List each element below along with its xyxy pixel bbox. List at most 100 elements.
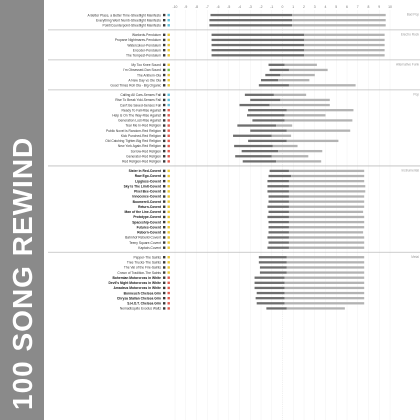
bar-before: [254, 286, 285, 290]
bar-after: [286, 256, 365, 259]
x-tick-label: 9: [378, 5, 380, 9]
genre-square: [167, 119, 170, 122]
genre-square: [167, 73, 170, 77]
song-label: Red Religion-Red Religion: [122, 160, 161, 164]
bar-before: [237, 124, 277, 127]
marker-square: [163, 38, 166, 42]
song-label: S.H.O.T. Chelsea Grin: [127, 302, 161, 306]
song-label: Public Novel is Random-Red Religion: [106, 129, 161, 133]
marker-square: [163, 236, 166, 239]
bar-before: [258, 84, 289, 87]
marker-square: [163, 73, 166, 77]
song-label: Chrysa Stallan Chelsea Grin: [117, 296, 161, 300]
bar-after: [288, 210, 364, 214]
x-tick-label: -1: [270, 5, 273, 9]
genre-square: [167, 266, 170, 269]
genre-square: [167, 144, 170, 148]
genre-square: [167, 200, 170, 203]
genre-square: [167, 114, 170, 117]
bar-before: [268, 174, 292, 178]
bar-before: [268, 226, 289, 229]
bar-before: [268, 210, 289, 214]
bar-before: [254, 276, 285, 279]
song-label: Sister in Red-Covent: [129, 169, 162, 173]
bar-after: [286, 129, 351, 132]
song-label: Kaptain-Covent: [138, 246, 161, 250]
marker-square: [163, 296, 166, 300]
bar-before: [211, 43, 304, 47]
bar-before: [241, 149, 279, 153]
bar-before: [267, 185, 289, 188]
title-band: [0, 0, 44, 420]
marker-square: [163, 33, 166, 37]
genre-square: [167, 38, 170, 42]
bar-after: [286, 307, 345, 310]
genre-square: [167, 276, 170, 279]
x-tick-label: -4: [238, 5, 241, 9]
x-tick-label: -3: [249, 5, 252, 9]
bar-after: [286, 139, 339, 143]
bar-after: [271, 155, 309, 158]
bar-before: [268, 241, 289, 244]
song-label: The Val of the Fire-Saints: [124, 266, 161, 270]
group-label: Alternative Funk: [396, 62, 419, 66]
bar-before: [211, 54, 304, 57]
marker-square: [163, 24, 166, 27]
bar-after: [284, 119, 353, 122]
song-label: Return-Covent: [138, 205, 162, 209]
genre-square: [167, 24, 170, 27]
group-label: Instrumental: [401, 169, 419, 173]
song-label: New York Again-Red Religion: [118, 144, 161, 148]
bar-before: [211, 38, 304, 42]
bar-after: [288, 169, 365, 173]
song-label: Good Times Roll Ola - Big Organic: [110, 84, 161, 88]
bar-after: [288, 236, 365, 239]
bar-before: [269, 68, 289, 72]
genre-square: [167, 205, 170, 208]
genre-square: [167, 179, 170, 183]
genre-square: [167, 129, 170, 132]
x-tick-label: -10: [173, 5, 178, 9]
genre-square: [167, 190, 170, 193]
bar-before: [267, 246, 289, 249]
song-label: Generator-Red Religion: [126, 154, 161, 158]
marker-square: [163, 302, 166, 305]
x-axis-ticks: -10 -9 -8 -7 -6 -5 -4 -3 -2 -1 0 1 2 3 4 5 6 7 8 9 10: [173, 5, 392, 420]
bar-after: [288, 220, 365, 224]
bar-after: [271, 134, 292, 137]
bar-after: [284, 297, 365, 300]
group-label: Electro Rock: [401, 32, 419, 36]
bar-after: [288, 215, 365, 219]
genre-square: [167, 155, 170, 158]
bar-before: [209, 19, 293, 22]
bar-after: [284, 302, 365, 305]
marker-square: [163, 276, 166, 279]
x-tick-label: -6: [216, 5, 219, 9]
bar-after: [288, 205, 365, 208]
marker-square: [163, 68, 166, 72]
genre-square: [167, 103, 170, 107]
bar-before: [256, 302, 285, 305]
song-label: Kick Punched-Red Religion: [121, 134, 161, 138]
marker-square: [163, 200, 166, 203]
bar-after: [286, 266, 365, 269]
genre-square: [167, 185, 170, 188]
genre-square: [167, 18, 170, 22]
genre-square: [167, 271, 170, 274]
song-label: Lipgloss-Covent: [135, 179, 162, 183]
marker-square: [163, 149, 166, 153]
song-label: Sky Is The Limit-Covent: [124, 184, 162, 188]
bar-after: [291, 174, 365, 178]
bar-before: [269, 169, 289, 173]
song-label: Prototype-Covent: [133, 215, 162, 219]
marker-square: [163, 185, 166, 188]
marker-square: [163, 281, 166, 285]
bar-before: [259, 266, 287, 269]
genre-square: [167, 160, 170, 163]
bar-after: [288, 226, 365, 229]
bar-after: [280, 73, 315, 77]
bar-before: [266, 307, 287, 310]
song-label: Innocence-Covent: [132, 195, 161, 199]
song-label: My Too Knee Sound: [131, 63, 161, 67]
